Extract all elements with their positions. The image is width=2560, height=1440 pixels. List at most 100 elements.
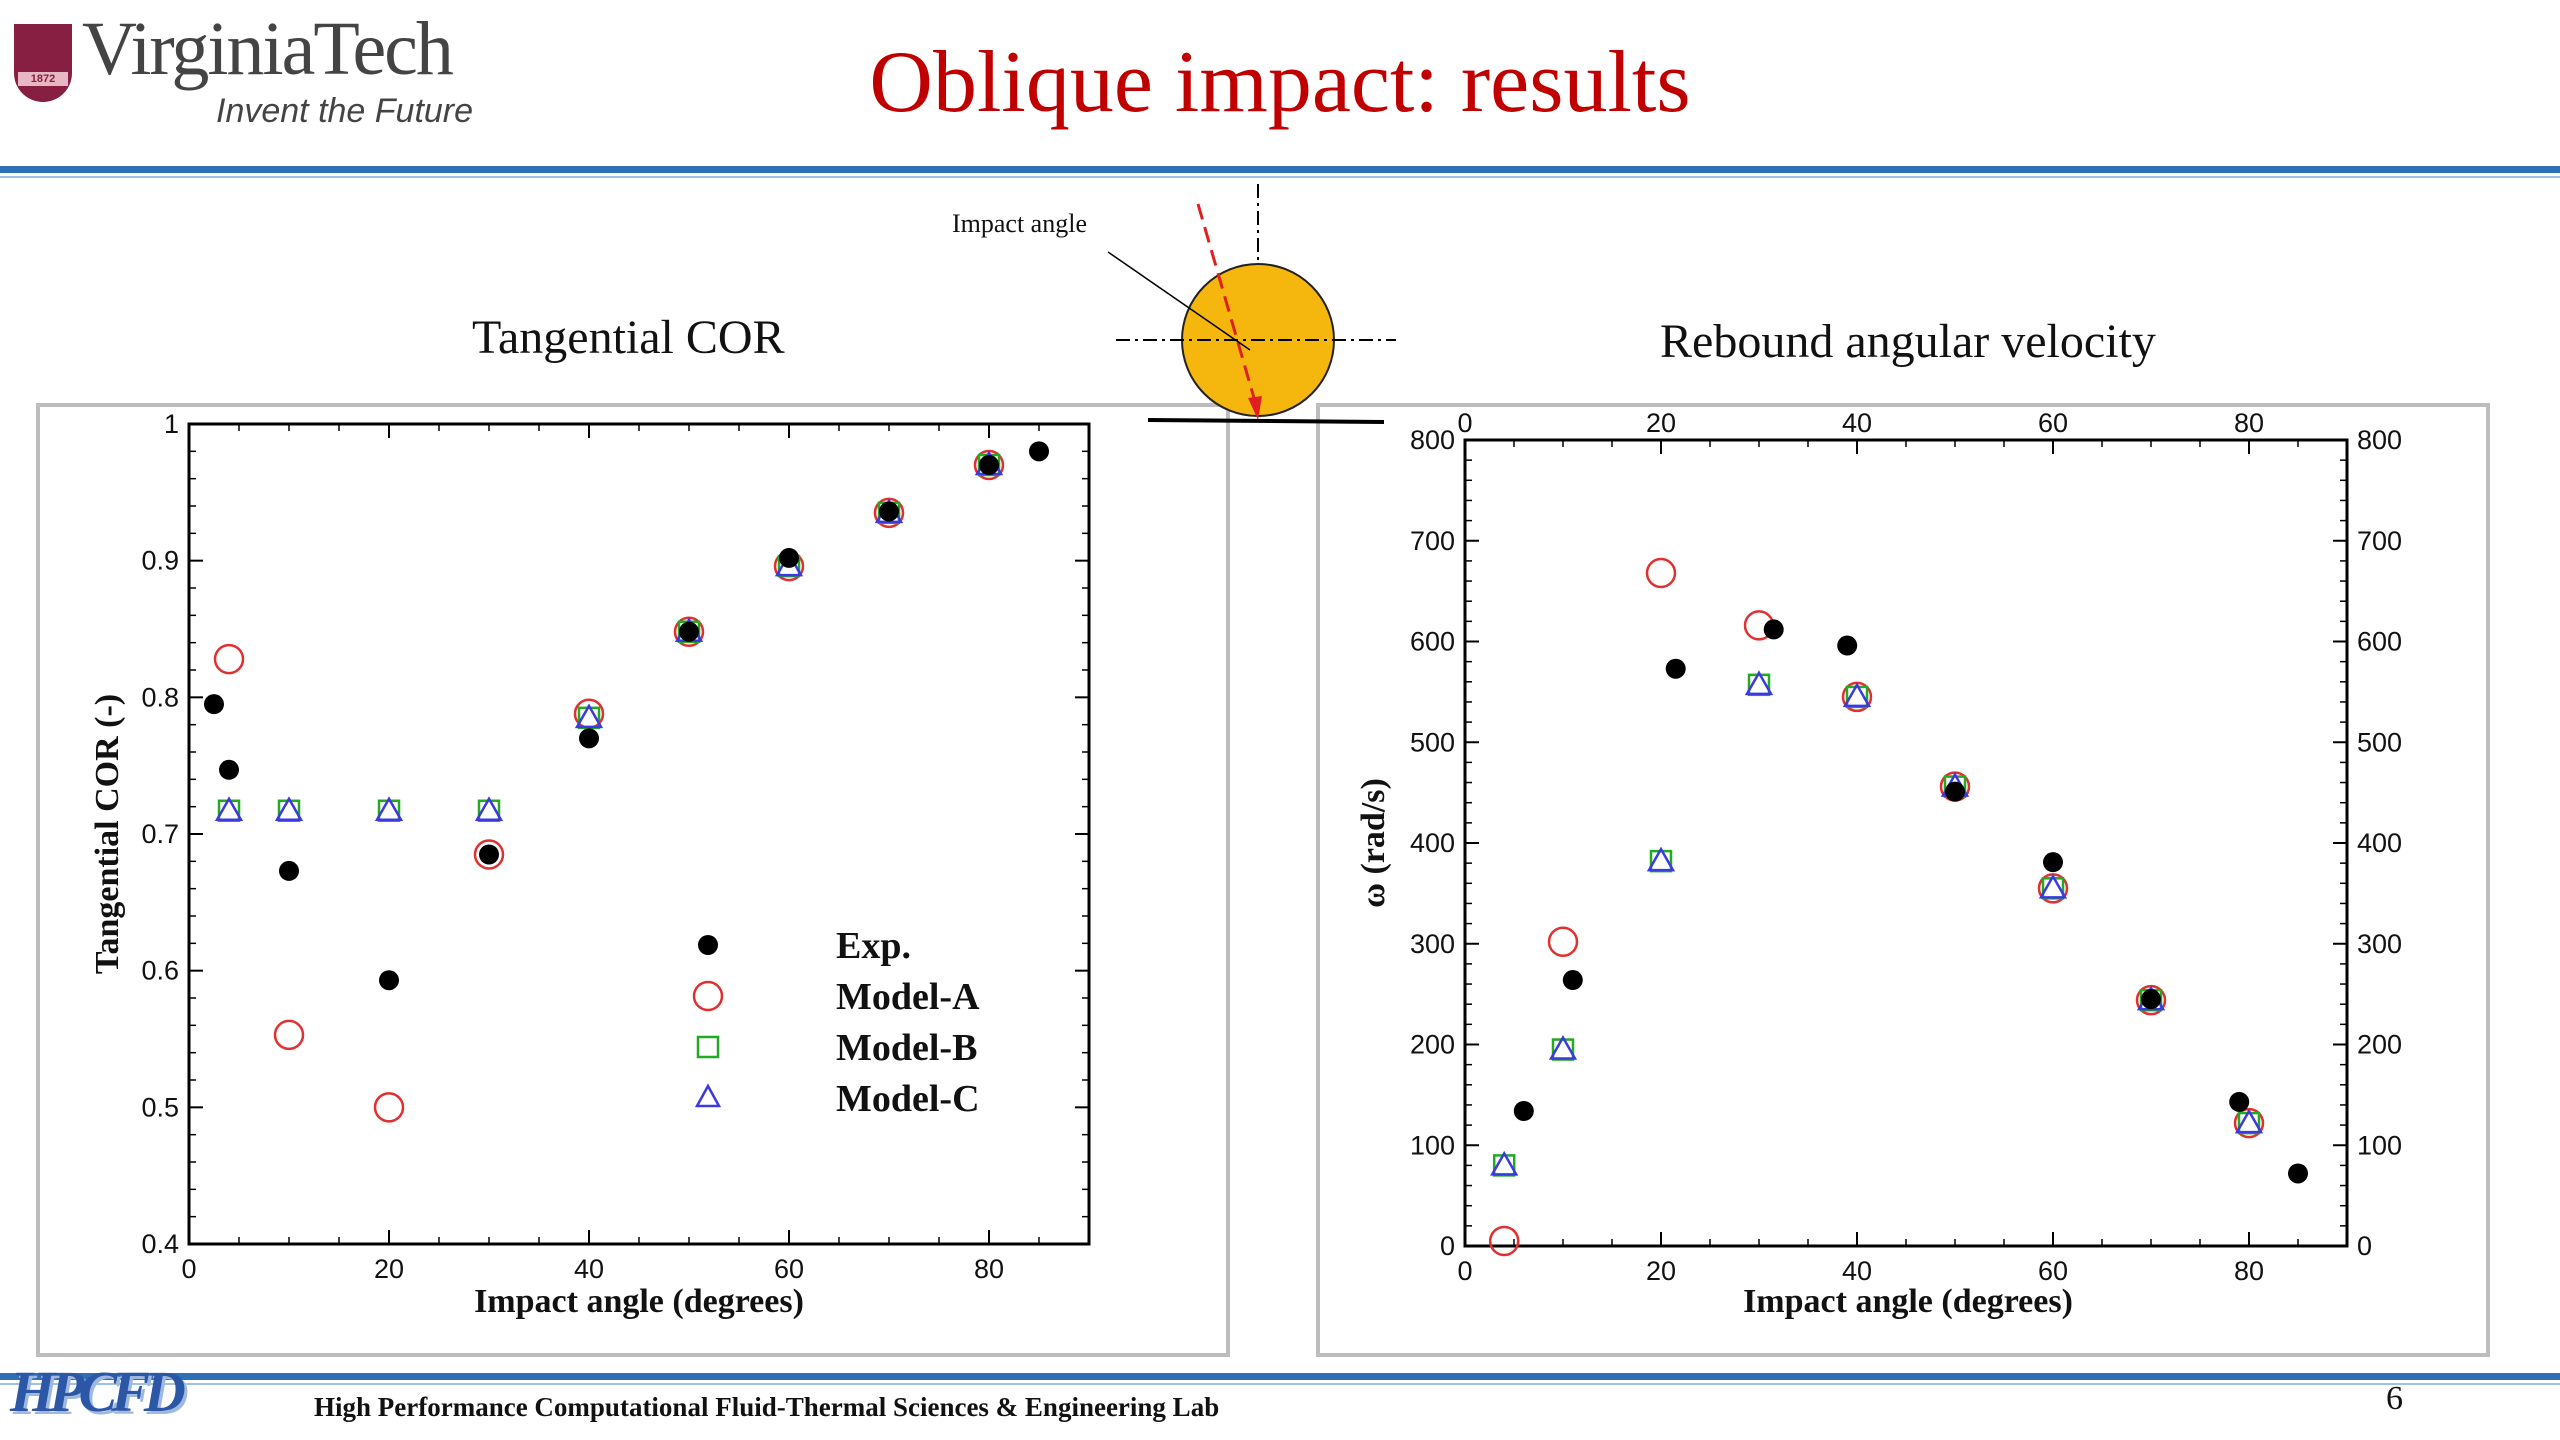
data-point-exp (1513, 1100, 1534, 1121)
x-tick-label: 0 (1457, 1256, 1472, 1286)
data-point-exp (379, 970, 399, 991)
y-tick-label: 600 (1410, 627, 1455, 657)
logo-tagline: Invent the Future (216, 92, 474, 130)
y-tick-label-right: 500 (2357, 727, 2402, 757)
x-tick-label-top: 40 (1842, 408, 1872, 438)
virginia-tech-logo: 1872 VirginiaTech Invent the Future (14, 7, 514, 144)
axis-ticks (1464, 439, 2348, 1247)
header-divider (0, 166, 2560, 173)
data-point-model-a (273, 1019, 305, 1051)
data-point-model-c (2234, 1108, 2264, 1134)
chart-left-frame (36, 403, 1230, 1357)
data-point-exp (2043, 852, 2063, 873)
plot-area (187, 422, 1091, 1246)
y-tick-label-right: 600 (2357, 627, 2402, 657)
ground-surface (1147, 418, 1385, 424)
x-tick-label: 20 (374, 1254, 404, 1284)
legend-marker-model-b (696, 1035, 720, 1059)
chart-left-title: Tangential COR (472, 311, 785, 364)
data-point-model-a (473, 839, 505, 870)
y-tick-label-right: 200 (2357, 1030, 2402, 1060)
x-tick-label: 60 (774, 1254, 804, 1284)
legend: Exp. Model-A Model-B Model-C (692, 925, 980, 1120)
x-tick-label-top: 80 (2234, 408, 2264, 438)
y-tick-label: 100 (1410, 1130, 1455, 1160)
y-tick-label: 700 (1410, 526, 1455, 556)
y-tick-label: 0.7 (141, 819, 179, 849)
data-point-exp (279, 860, 299, 881)
logo-name: VirginiaTech (82, 7, 454, 91)
x-tick-label-top: 20 (1646, 408, 1676, 438)
data-point-model-c (474, 796, 504, 822)
legend-label-model-a: Model-A (836, 976, 980, 1018)
y-tick-labels: 0.4 0.5 0.6 0.7 0.8 0.9 1 (141, 409, 179, 1259)
y-tick-label: 0.8 (141, 682, 179, 712)
legend-label-model-c: Model-C (836, 1078, 980, 1120)
y-tick-label: 0 (1440, 1231, 1455, 1261)
data-points (1488, 557, 2308, 1257)
data-points (204, 441, 1049, 1123)
data-point-model-a (1547, 926, 1579, 957)
data-point-exp (2141, 989, 2161, 1010)
impact-angle-label: Impact angle (952, 209, 1087, 238)
x-tick-label: 40 (1842, 1256, 1872, 1286)
data-point-model-a (1645, 557, 1677, 589)
y-axis-title: Tangential COR (-) (89, 694, 126, 974)
data-point-exp (2288, 1163, 2308, 1184)
footer-divider (0, 1373, 2560, 1380)
page-title: Oblique impact: results (869, 34, 1691, 131)
y-tick-label-right: 300 (2357, 929, 2402, 959)
y-tick-label: 0.4 (141, 1229, 179, 1259)
x-tick-label: 80 (974, 1254, 1004, 1284)
y-tick-label-right: 0 (2357, 1231, 2372, 1261)
data-point-model-c (274, 796, 304, 822)
x-tick-label: 40 (574, 1254, 604, 1284)
header-divider-secondary (0, 176, 2560, 178)
y-tick-label: 0.5 (141, 1092, 179, 1122)
data-point-exp (1665, 658, 1686, 679)
impact-angle-diagram: Impact angle (952, 184, 1396, 424)
x-tick-labels: 0 20 40 60 80 (181, 1254, 1004, 1284)
legend-marker-model-c (694, 1083, 722, 1108)
y-tick-labels: 0 0 100 100 200 200 300 300 400 400 500 500 600 600 70… (1410, 425, 2402, 1261)
y-tick-label-right: 800 (2357, 425, 2402, 455)
data-point-model-c (1646, 846, 1676, 872)
hpcfd-logo: HPCFD (10, 1359, 186, 1424)
legend-label-exp: Exp. (836, 925, 911, 967)
data-point-model-c (1490, 1150, 1519, 1176)
data-point-exp (879, 501, 899, 522)
legend-marker-exp (698, 935, 718, 955)
y-tick-label: 0.9 (141, 546, 179, 576)
chart-left: 0 20 40 60 80 0.4 0.5 0.6 0.7 0.8 0.9 1 Impact ang… (89, 409, 1091, 1320)
data-point-model-c (574, 703, 604, 729)
plot-area (1463, 438, 2349, 1248)
data-point-model-a (1488, 1225, 1520, 1257)
logo-year: 1872 (18, 72, 68, 86)
data-point-exp (679, 621, 699, 642)
data-point-model-a (373, 1092, 405, 1123)
lab-name: High Performance Computational Fluid-The… (314, 1392, 1220, 1422)
x-tick-label: 80 (2234, 1256, 2264, 1286)
x-axis-title: Impact angle (degrees) (474, 1283, 804, 1320)
chart-right-frame (1316, 403, 2490, 1357)
shield-icon: 1872 (14, 24, 72, 102)
data-point-exp (1763, 619, 1784, 640)
x-axis-title: Impact angle (degrees) (1743, 1283, 2073, 1320)
data-point-model-c (2038, 873, 2068, 899)
data-point-model-c (1744, 670, 1774, 696)
data-point-exp (479, 844, 499, 865)
data-point-model-c (1842, 682, 1872, 708)
x-tick-label: 60 (2038, 1256, 2068, 1286)
data-point-model-c (214, 796, 244, 822)
x-tick-label-top: 0 (1457, 408, 1472, 438)
data-point-exp (1945, 781, 1965, 802)
chart-right-title: Rebound angular velocity (1660, 315, 2156, 368)
y-tick-label: 800 (1410, 425, 1455, 455)
x-tick-label: 0 (181, 1254, 196, 1284)
y-tick-label: 300 (1410, 929, 1455, 959)
x-tick-labels: 0 0 20 20 40 40 60 60 80 80 (1457, 408, 2264, 1286)
data-point-exp (1562, 970, 1583, 991)
data-point-exp (579, 728, 599, 749)
label-leader-line (1107, 251, 1251, 351)
